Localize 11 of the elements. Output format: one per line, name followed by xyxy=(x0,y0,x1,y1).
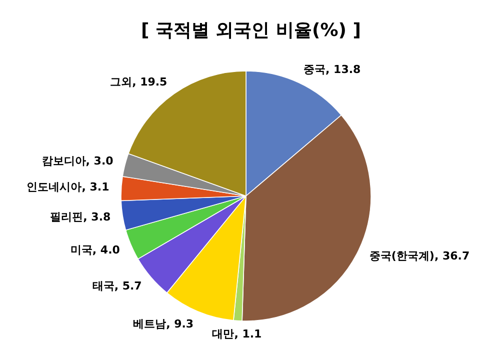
slice-label: 그외, 19.5 xyxy=(110,75,168,88)
slice-label: 인도네시아, 3.1 xyxy=(26,180,110,194)
slice-label: 베트남, 9.3 xyxy=(133,317,194,330)
slice-label: 중국(한국계), 36.7 xyxy=(369,249,470,262)
slice-label: 대만, 1.1 xyxy=(212,328,262,341)
slice-label: 필리핀, 3.8 xyxy=(50,210,111,224)
chart-title: [ 국적별 외국인 비율(%) ] xyxy=(140,20,362,41)
slice-label: 미국, 4.0 xyxy=(70,243,120,256)
slice-label: 중국, 13.8 xyxy=(304,62,361,76)
slice-label: 캄보디아, 3.0 xyxy=(42,154,114,168)
slice-label: 태국, 5.7 xyxy=(92,279,142,292)
